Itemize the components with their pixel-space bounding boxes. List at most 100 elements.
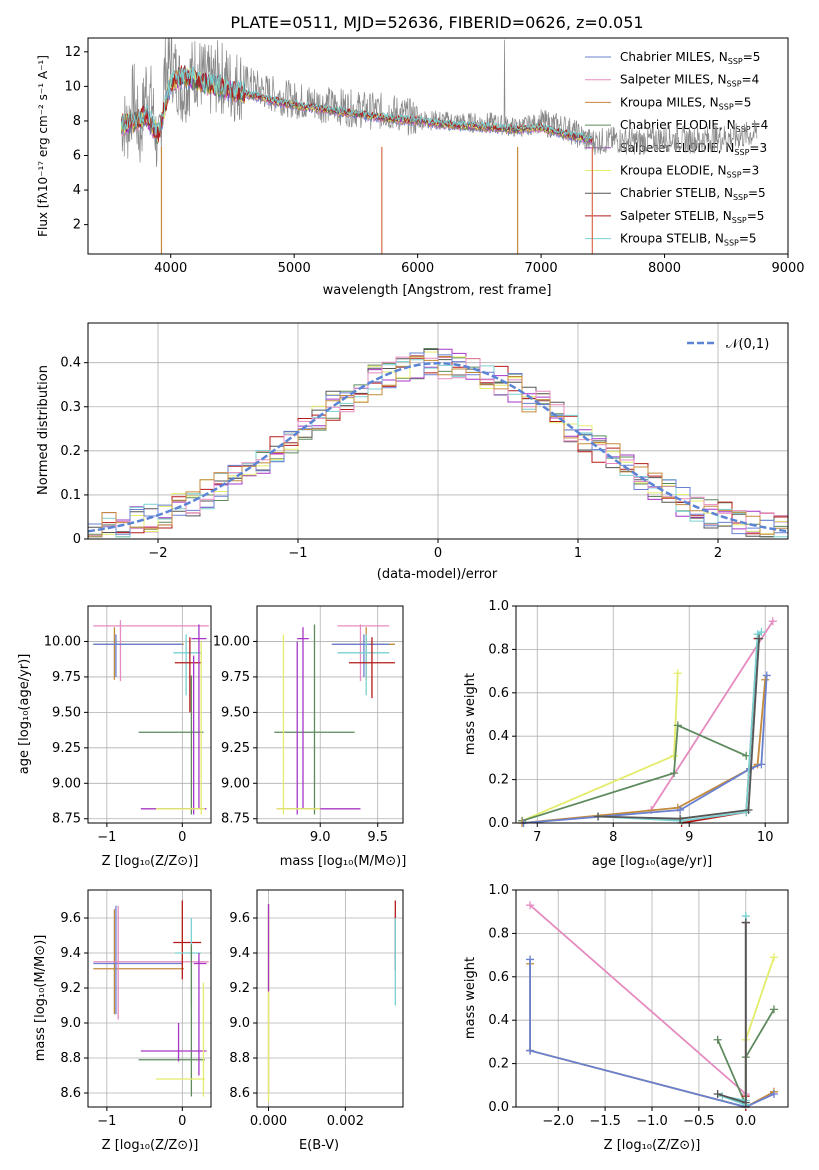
weight_vs_age-marker [744,805,753,814]
weight_vs_age-marker [673,721,682,730]
weight_vs_age-marker [742,751,751,760]
spectrum-xtick-label: 6000 [401,261,434,276]
legend-label-2: Kroupa MILES, NSSP=5 [620,95,751,111]
age_vs_Z-ytick-label: 9.00 [52,776,81,791]
spectrum-xtick-label: 7000 [525,261,558,276]
mass_vs_ebv-ytick-label: 8.6 [229,1086,250,1101]
legend-label-6: Chabrier STELIB, NSSP=5 [620,186,766,202]
age_vs_Z-frame [87,605,212,824]
spectrum-xtick-label: 5000 [278,261,311,276]
age-vs-z-xlabel: Z [log₁₀(Z/Z⊙)] [102,854,199,869]
legend-label-0: Chabrier MILES, NSSP=5 [620,50,760,66]
age_vs_Z-ytick-label: 8.75 [52,812,81,827]
weight_vs_Z-marker [741,1098,750,1107]
weight_vs_Z-xtick-label: −1.5 [589,1114,621,1129]
weight_vs_Z-marker [713,1035,722,1044]
weight_vs_age-line-0 [650,620,774,811]
legend-label-5: Kroupa ELODIE, NSSP=3 [620,164,759,180]
mass_vs_Z-frame [87,889,212,1108]
weight_vs_Z-marker [713,1089,722,1098]
residuals-frame [87,322,789,540]
weight_vs_Z-xtick-label: −0.5 [683,1114,715,1129]
weight_vs_age-marker [673,669,682,678]
age_vs_mass-frame [256,605,404,824]
weight_vs_age-ytick-label: 0.4 [488,729,509,744]
mass_vs_Z-ytick-label: 9.6 [60,911,81,926]
weight_vs_age-ytick-label: 0.0 [488,816,509,831]
spectrum-ytick-label: 12 [64,45,81,60]
weight_vs_age-marker [676,805,685,814]
mass_vs_Z-ytick-label: 9.2 [60,981,81,996]
age_vs_Z-xtick-label: 0 [178,830,186,845]
residuals-ytick-label: 0.3 [60,400,81,415]
age_vs_Z-axes: −1 0 8.75 9.00 9.25 9.50 9.75 10.00 [44,606,211,845]
mass_vs_ebv-ytick-label: 9.2 [229,981,250,996]
residuals-ytick-label: 0.2 [60,444,81,459]
weight_vs_Z-line-7 [717,922,747,1104]
weight_vs_age-marker [757,760,766,769]
spectrum-ytick-label: 4 [73,183,81,198]
weight_vs_Z-xtick-label: −1.0 [636,1114,668,1129]
weight_vs_Z-ytick-label: 0.6 [488,970,509,985]
weight_vs_Z-line-4 [529,959,775,1108]
age-vs-z-ylabel: age [log₁₀(age/yr)] [17,654,32,775]
weight_vs_age-ytick-label: 1.0 [488,599,509,614]
legend-label-1: Salpeter MILES, NSSP=4 [620,73,759,89]
residuals-xtick-label: −2 [148,546,167,561]
spectrum-ytick-label: 6 [73,149,81,164]
age_vs_mass-ytick-label: 10.00 [213,634,250,649]
legend-label-8: Kroupa STELIB, NSSP=5 [620,232,757,248]
spectrum-ytick-label: 10 [64,79,81,94]
mass_vs_ebv-axes: 0.000 0.002 8.6 8.8 9.0 9.2 9.4 9.6 [229,890,403,1129]
mass_vs_ebv-ytick-label: 9.6 [229,911,250,926]
spectrum-ylabel: Flux [fλ10⁻¹⁷ erg cm⁻² s⁻¹ A⁻¹] [36,55,50,237]
mass_vs_Z-ytick-label: 8.6 [60,1086,81,1101]
weight_vs_age-frame [515,605,789,824]
residuals-xtick-label: 1 [574,546,582,561]
age_vs_mass-ytick-label: 9.75 [221,670,250,685]
residuals-xtick-label: −1 [288,546,307,561]
age_vs_mass-ytick-label: 9.00 [221,776,250,791]
figure-title: PLATE=0511, MJD=52636, FIBERID=0626, z=0… [230,13,643,32]
mass-vs-z-ylabel: mass [log₁₀(M/M⊙)] [33,935,48,1062]
weight_vs_Z-line-0 [529,904,747,1095]
age_vs_mass-ytick-label: 8.75 [221,812,250,827]
age_vs_mass-axes: 9.0 9.5 8.75 9.00 9.25 9.50 9.75 10.00 [213,606,403,845]
spectrum-xtick-label: 4000 [154,261,187,276]
weight_vs_age-xtick-label: 10 [757,830,774,845]
weight_vs_Z-marker [526,1046,535,1055]
weight_vs_age-marker [757,628,766,637]
weight_vs_age-axes: 7 8 9 10 0.0 0.2 0.4 0.6 0.8 1.0 [488,599,788,845]
weight_vs_Z-ytick-label: 0.4 [488,1013,509,1028]
weight_vs_age-line-1 [521,673,679,822]
residuals-xtick-label: 0 [434,546,442,561]
age_vs_Z-ytick-label: 10.00 [44,634,81,649]
weight_vs_age-ytick-label: 0.8 [488,642,509,657]
mass_vs_ebv-xtick-label: 0.002 [327,1114,364,1129]
age_vs_mass-xtick-label: 9.5 [367,830,388,845]
weight_vs_age-xtick-label: 8 [609,830,617,845]
weight-vs-z-ylabel: mass weight [463,957,478,1039]
weight_vs_age-line-2 [521,724,747,822]
spectrum-ytick-label: 8 [73,114,81,129]
weight_vs_Z-xtick-label: −2.0 [542,1114,574,1129]
weight_vs_age-marker [670,769,679,778]
mass_vs_ebv-ytick-label: 8.8 [229,1051,250,1066]
weight_vs_age-marker [768,617,777,626]
age_vs_mass-ytick-label: 9.50 [221,705,250,720]
weight_vs_age-xtick-label: 7 [533,830,541,845]
weight_vs_age-line-3 [522,679,767,824]
weight_vs_age-marker [755,634,764,643]
weight_vs_Z-ytick-label: 0.8 [488,926,509,941]
weight_vs_age-marker [670,751,679,760]
mass_vs_Z-ytick-label: 8.8 [60,1051,81,1066]
weight-vs-age-ylabel: mass weight [463,673,478,755]
weight_vs_Z-ytick-label: 1.0 [488,883,509,898]
mass-vs-z-xlabel: Z [log₁₀(Z/Z⊙)] [102,1138,199,1153]
weight_vs_Z-marker [769,1005,778,1014]
weight_vs_age-marker [762,671,771,680]
spectrum-frame [87,37,789,255]
mass_vs_Z-xtick-label: −1 [97,1114,116,1129]
weight_vs_age-marker [676,814,685,823]
